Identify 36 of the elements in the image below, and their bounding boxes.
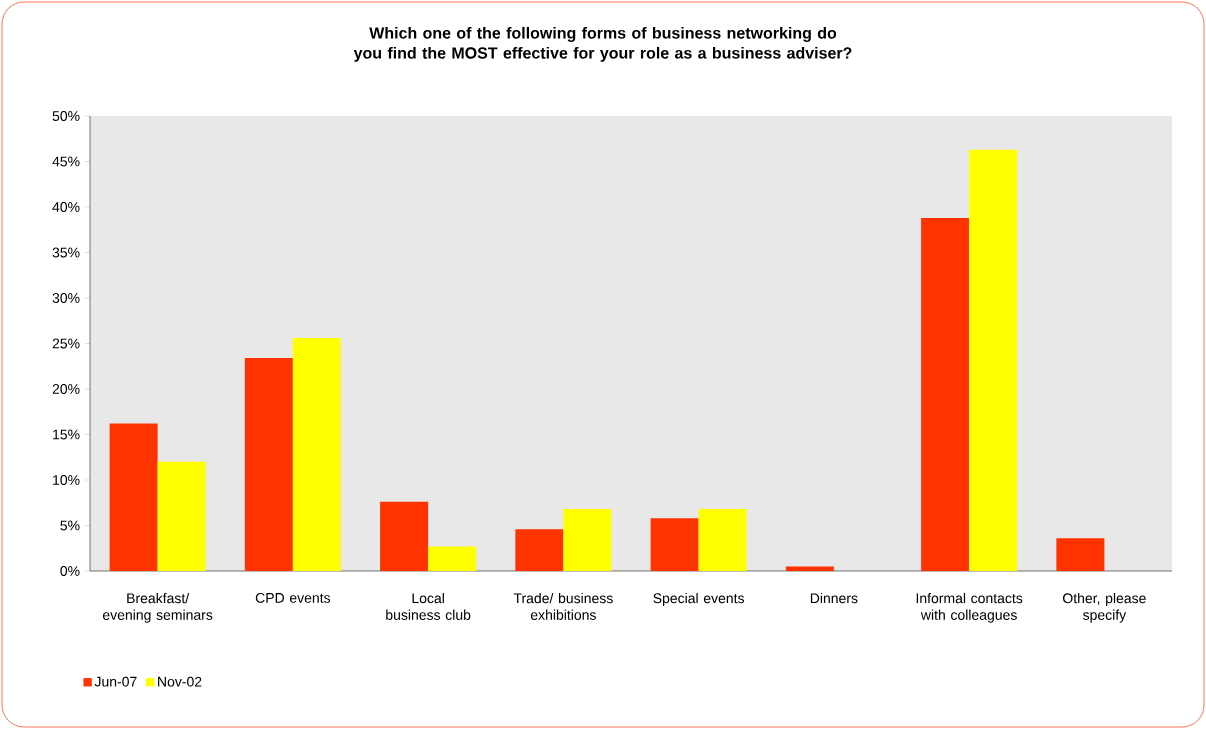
x-tick-label: Other, please specify xyxy=(1063,592,1146,623)
bar xyxy=(428,546,477,571)
y-tick-label: 50% xyxy=(52,111,80,121)
bar xyxy=(650,518,699,571)
bar xyxy=(969,149,1018,571)
chart-title: Which one of the following forms of business networking do you find the MOST effective for your role as a business adviser? xyxy=(353,26,852,62)
x-tick-label: Breakfast/ evening seminars xyxy=(102,592,213,623)
bar xyxy=(1056,538,1105,571)
y-tick-label: 45% xyxy=(52,156,80,167)
bar xyxy=(698,509,747,571)
bar xyxy=(785,566,834,571)
x-tick-label: Informal contacts with colleagues xyxy=(916,592,1023,623)
legend-label: Jun-07 xyxy=(94,676,137,687)
x-tick-label: Dinners xyxy=(810,592,858,604)
x-tick-label: Special events xyxy=(653,592,745,606)
x-tick-label: Trade/ business exhibitions xyxy=(513,592,613,620)
y-tick-label: 15% xyxy=(53,429,80,440)
y-tick-label: 25% xyxy=(52,338,80,349)
bar xyxy=(515,529,564,571)
y-tick-label: 30% xyxy=(52,293,80,303)
bar xyxy=(380,501,429,571)
legend-label: Nov-02 xyxy=(158,676,202,687)
x-tick-label: CPD events xyxy=(255,592,331,603)
x-tick-label: Local business club xyxy=(386,592,471,620)
y-tick-label: 40% xyxy=(52,202,80,212)
bar xyxy=(109,423,158,571)
bar xyxy=(563,509,612,571)
y-tick-label: 35% xyxy=(52,247,80,258)
y-tick-label: 10% xyxy=(53,475,80,485)
bar xyxy=(157,461,206,571)
y-tick-label: 0% xyxy=(60,566,80,576)
bar xyxy=(921,217,970,571)
bar xyxy=(244,358,293,571)
y-tick-label: 5% xyxy=(60,520,80,531)
y-tick-label: 20% xyxy=(52,384,80,394)
bar xyxy=(292,338,341,571)
